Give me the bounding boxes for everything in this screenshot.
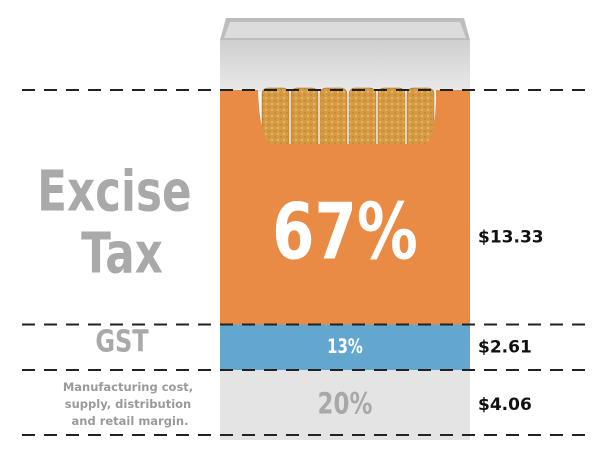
segment bbox=[220, 324, 470, 370]
amount-label: $2.61 bbox=[478, 337, 532, 357]
segment bbox=[220, 370, 470, 440]
segment bbox=[220, 90, 470, 325]
dashed-lines bbox=[22, 89, 590, 436]
value-label: 20% bbox=[318, 388, 373, 421]
labels: 67% $13.33 Excise Tax 13% $2.61 GST 20% $4.06 Ma… bbox=[37, 158, 543, 428]
series-label: GST bbox=[95, 325, 149, 359]
pack-lid bbox=[220, 18, 470, 92]
series-label: Manufacturing cost, supply, distribution… bbox=[63, 380, 197, 428]
pack bbox=[220, 90, 470, 440]
series-label: Excise Tax bbox=[37, 158, 207, 286]
cigarettes bbox=[261, 87, 435, 159]
value-label: 67% bbox=[272, 187, 418, 277]
amount-label: $4.06 bbox=[478, 395, 532, 415]
value-label: 13% bbox=[327, 336, 363, 358]
amount-label: $13.33 bbox=[478, 227, 544, 247]
